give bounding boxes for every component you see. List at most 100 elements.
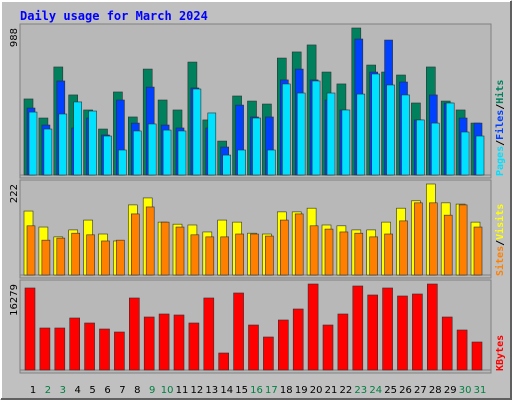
- legend-entry: Visits: [494, 204, 506, 240]
- bar: [386, 84, 395, 176]
- bar: [248, 324, 259, 371]
- bar: [177, 130, 187, 176]
- bar: [207, 112, 217, 176]
- bar: [222, 154, 231, 176]
- bar: [460, 131, 470, 176]
- x-tick-label: 2: [45, 385, 51, 396]
- bar: [441, 316, 453, 371]
- legend-separator: /: [495, 240, 506, 246]
- bar: [354, 232, 364, 276]
- x-tick-label: 11: [176, 385, 189, 396]
- x-tick-label: 30: [459, 385, 472, 396]
- bar: [143, 316, 155, 371]
- bar: [292, 308, 304, 371]
- bar: [175, 226, 185, 276]
- bar: [416, 119, 425, 176]
- bar: [131, 213, 140, 276]
- legend: Sites/Visits: [494, 204, 506, 276]
- x-tick-label: 15: [235, 385, 248, 396]
- x-tick-label: 4: [75, 385, 81, 396]
- legend-separator: /: [495, 140, 506, 146]
- bar: [160, 221, 170, 276]
- legend-separator: /: [495, 104, 506, 110]
- x-tick-label: 24: [369, 385, 382, 396]
- bar: [341, 109, 351, 176]
- y-max-label: 988: [9, 28, 20, 47]
- bar: [220, 236, 229, 276]
- bar: [263, 336, 274, 371]
- x-tick-label: 9: [149, 385, 155, 396]
- bar: [188, 322, 200, 371]
- legend-entry: Hits: [494, 80, 506, 104]
- bar: [235, 233, 244, 276]
- legend-entry: Files: [494, 110, 506, 140]
- legend-entry: KBytes: [495, 335, 506, 371]
- bar: [162, 129, 172, 176]
- x-tick-label: 17: [265, 385, 278, 396]
- bar: [384, 233, 393, 276]
- bar: [307, 283, 319, 371]
- x-tick-label: 27: [414, 385, 427, 396]
- bar: [430, 122, 440, 176]
- bar: [265, 235, 274, 276]
- x-tick-label: 22: [340, 385, 353, 396]
- bar: [69, 317, 80, 371]
- y-max-label: 16279: [9, 284, 20, 316]
- x-tick-label: 10: [161, 385, 174, 396]
- bar: [367, 294, 379, 371]
- x-tick-label: 21: [325, 385, 338, 396]
- bar: [158, 313, 170, 371]
- bar: [294, 213, 304, 276]
- bar: [133, 130, 142, 176]
- x-tick-label: 6: [104, 385, 110, 396]
- bar: [205, 236, 215, 276]
- x-tick-label: 26: [399, 385, 412, 396]
- bar: [250, 233, 259, 276]
- bar: [426, 283, 438, 371]
- bar: [326, 92, 336, 176]
- x-tick-label: 1: [30, 385, 36, 396]
- y-max-label: 222: [9, 184, 20, 203]
- x-tick-label: 25: [384, 385, 397, 396]
- bar: [458, 204, 468, 276]
- bar: [412, 293, 423, 371]
- bar: [352, 285, 364, 371]
- bar: [339, 231, 349, 276]
- bar: [233, 292, 244, 371]
- bar: [324, 228, 334, 276]
- bar: [173, 314, 185, 371]
- legend: KBytes: [495, 335, 506, 371]
- x-tick-label: 16: [250, 385, 263, 396]
- bar: [58, 113, 68, 176]
- x-tick-label: 20: [310, 385, 323, 396]
- x-tick-label: 19: [295, 385, 308, 396]
- bar: [311, 80, 321, 176]
- bar: [443, 214, 453, 276]
- x-tick-label: 31: [474, 385, 487, 396]
- bar: [39, 327, 51, 371]
- bar: [356, 93, 366, 176]
- bar: [322, 324, 334, 371]
- bar: [475, 135, 485, 176]
- x-tick-label: 23: [354, 385, 367, 396]
- bar: [114, 331, 125, 371]
- bar: [190, 234, 200, 276]
- bar: [24, 287, 36, 371]
- x-tick-label: 12: [191, 385, 204, 396]
- bar: [99, 328, 110, 371]
- bar: [414, 202, 423, 276]
- bar: [218, 352, 229, 371]
- bar: [252, 117, 261, 176]
- bar: [445, 102, 455, 176]
- bar: [43, 128, 53, 176]
- bar: [471, 341, 483, 371]
- x-tick-label: 18: [280, 385, 293, 396]
- bar: [73, 101, 82, 176]
- bar: [279, 219, 289, 276]
- bar: [54, 327, 66, 371]
- bar: [337, 313, 349, 371]
- bar: [118, 149, 127, 176]
